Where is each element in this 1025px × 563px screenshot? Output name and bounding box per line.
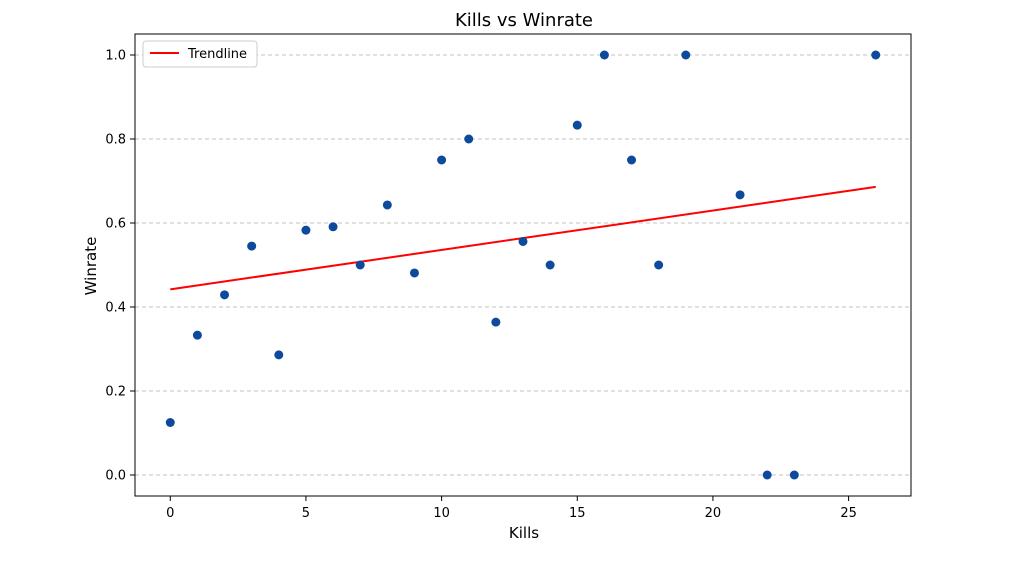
data-point	[518, 236, 528, 246]
plot-area	[134, 33, 912, 497]
data-point	[192, 330, 202, 340]
x-tick-label: 10	[433, 506, 450, 521]
data-point	[355, 260, 365, 270]
gridlines	[135, 54, 911, 476]
data-point	[165, 418, 175, 427]
y-axis-ticks: 0.0 0.2 0.4 0.6 0.8 1.0	[105, 49, 135, 484]
data-point	[247, 241, 257, 251]
data-point	[220, 290, 230, 300]
chart-title: Kills vs Winrate	[455, 10, 593, 31]
data-point	[274, 350, 284, 360]
x-tick-label: 15	[569, 506, 586, 521]
data-point	[572, 120, 582, 130]
y-tick-label: 1.0	[105, 49, 126, 64]
x-tick-label: 0	[166, 506, 174, 521]
data-point	[464, 134, 474, 144]
legend-box	[142, 40, 258, 68]
data-point	[654, 260, 664, 270]
data-point	[301, 225, 311, 235]
legend: Trendline	[142, 40, 258, 68]
data-point	[871, 50, 881, 60]
data-point	[409, 268, 419, 278]
y-tick-label: 0.0	[105, 469, 126, 484]
y-tick-label: 0.6	[105, 217, 126, 232]
data-point	[599, 50, 609, 60]
y-tick-label: 0.2	[105, 385, 126, 400]
data-point	[762, 470, 772, 480]
data-points	[165, 50, 881, 480]
x-tick-label: 5	[302, 506, 310, 521]
data-point	[491, 317, 501, 327]
data-point	[627, 155, 637, 165]
x-axis-ticks: 0 5 10 15 20 25	[166, 496, 857, 521]
data-point	[789, 470, 799, 480]
x-axis-label: Kills	[509, 524, 539, 542]
y-tick-label: 0.8	[105, 133, 126, 148]
y-axis-label: Winrate	[82, 237, 100, 296]
data-point	[681, 50, 691, 60]
x-tick-label: 25	[840, 506, 857, 521]
data-point	[545, 260, 555, 270]
data-point	[382, 200, 392, 210]
legend-label-trendline: Trendline	[187, 47, 247, 62]
data-point	[328, 222, 338, 232]
y-tick-label: 0.4	[105, 301, 126, 316]
data-point	[735, 190, 745, 200]
data-point	[437, 155, 447, 165]
x-tick-label: 20	[705, 506, 722, 521]
